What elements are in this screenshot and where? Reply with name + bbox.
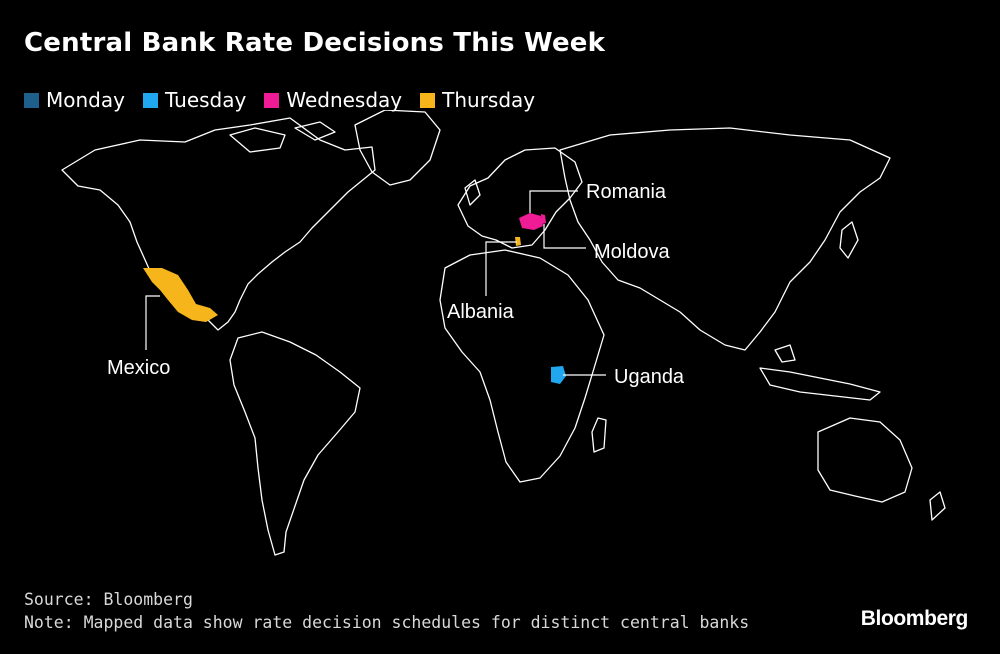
country-moldova-fill <box>541 214 546 224</box>
legend-swatch-thursday <box>420 92 436 108</box>
landmass-indonesia <box>759 344 881 401</box>
chart-title: Central Bank Rate Decisions This Week <box>24 28 606 58</box>
country-albania-fill <box>515 237 521 246</box>
data-note: Note: Mapped data show rate decision sch… <box>24 613 750 632</box>
legend-swatch-wednesday <box>264 92 280 108</box>
country-mexico-fill <box>143 268 218 322</box>
footer-notes: Source: Bloomberg Note: Mapped data show… <box>24 588 749 634</box>
legend-label-thursday: Thursday <box>442 88 536 112</box>
landmass-new-zealand <box>929 491 946 521</box>
label-uganda: Uganda <box>614 366 685 388</box>
landmass-south-america <box>229 331 361 556</box>
callout-line-moldova <box>543 224 586 249</box>
callout-line-albania <box>485 241 517 296</box>
legend: Monday Tuesday Wednesday Thursday <box>24 88 553 112</box>
label-mexico: Mexico <box>107 357 170 379</box>
country-uganda-fill <box>551 366 566 384</box>
source-note: Source: Bloomberg <box>24 590 193 609</box>
landmass-australia <box>817 417 913 503</box>
label-romania: Romania <box>586 181 667 203</box>
landmass-asia <box>559 127 891 351</box>
label-moldova: Moldova <box>594 241 670 263</box>
landmass-north-america <box>61 117 376 331</box>
legend-item-thursday: Thursday <box>420 88 535 112</box>
landmass-greenland <box>354 110 441 186</box>
landmass-africa <box>439 249 605 483</box>
legend-item-tuesday: Tuesday <box>142 88 247 112</box>
legend-swatch-tuesday <box>142 92 158 108</box>
landmass-madagascar <box>591 417 607 453</box>
legend-label-wednesday: Wednesday <box>286 88 403 112</box>
landmass-arctic-islands <box>229 121 336 153</box>
label-albania: Albania <box>447 301 515 323</box>
legend-item-wednesday: Wednesday <box>264 88 402 112</box>
legend-swatch-monday <box>24 92 39 108</box>
bloomberg-logo: Bloomberg <box>860 607 969 630</box>
landmass-japan <box>839 221 859 259</box>
legend-label-tuesday: Tuesday <box>164 88 247 112</box>
country-romania-fill <box>519 213 543 230</box>
callout-line-mexico <box>145 295 160 350</box>
world-map: Romania Moldova Albania Mexico Uganda <box>61 110 946 556</box>
callout-line-romania <box>529 190 578 213</box>
legend-label-monday: Monday <box>46 88 125 112</box>
landmass-british-isles <box>464 179 481 206</box>
legend-item-monday: Monday <box>24 88 125 112</box>
